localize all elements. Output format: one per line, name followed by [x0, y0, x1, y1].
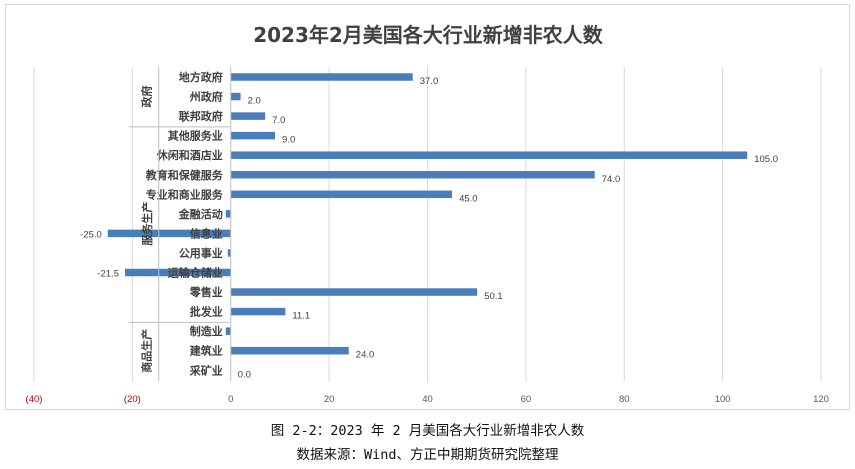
- x-tick-label: 80: [619, 394, 630, 405]
- bar: [230, 92, 241, 101]
- bar: [107, 229, 231, 238]
- data-label: 74.0: [602, 174, 621, 185]
- bar: [230, 171, 595, 179]
- x-tick-label: 120: [813, 394, 829, 405]
- category-label: 制造业: [190, 324, 223, 338]
- x-tick-label: 100: [715, 394, 731, 405]
- bar: [230, 73, 413, 81]
- x-tick-label: 20: [324, 394, 335, 405]
- category-label: 联邦政府: [179, 109, 223, 123]
- data-label: 9.0: [282, 135, 295, 146]
- category-label: 休闲和酒店业: [156, 148, 223, 162]
- category-label: 采矿业: [189, 363, 223, 377]
- bar: [225, 210, 231, 218]
- data-label: 7.0: [272, 115, 285, 126]
- data-label: -21.5: [97, 269, 119, 280]
- category-label: 其他服务业: [168, 129, 223, 143]
- category-label: 批发业: [190, 305, 223, 319]
- x-tick-label: 0: [228, 394, 233, 405]
- x-tick-label: (40): [26, 394, 43, 405]
- chart-frame: 2023年2月美国各大行业新增非农人数 地方政府 37.0 州政府 2.0 联邦政府 7.…: [5, 4, 850, 410]
- x-tick-label: 60: [521, 394, 532, 405]
- group-label: 服务生产: [140, 202, 154, 246]
- bar: [230, 151, 748, 159]
- category-label: 金融活动: [178, 207, 223, 221]
- data-label: 11.1: [292, 311, 310, 322]
- bar-chart: 2023年2月美国各大行业新增非农人数 地方政府 37.0 州政府 2.0 联邦政府 7.…: [26, 23, 829, 405]
- data-label: 2.0: [248, 96, 261, 107]
- bar: [230, 112, 266, 120]
- source-caption: 数据来源：Wind、方正中期期货研究院整理: [296, 447, 559, 463]
- category-label: 运输仓储业: [168, 266, 223, 280]
- data-label: -25.0: [80, 229, 102, 240]
- bar: [230, 288, 478, 296]
- bar: [225, 327, 231, 335]
- figure-caption: 图 2-2：2023 年 2 月美国各大行业新增非农人数: [270, 423, 585, 439]
- group-label: 政府: [140, 86, 154, 108]
- category-label: 地方政府: [179, 70, 223, 84]
- category-label: 公用事业: [179, 246, 223, 260]
- x-tick-label: (20): [124, 394, 141, 405]
- x-tick-label: 40: [422, 394, 433, 405]
- bar: [124, 268, 231, 277]
- category-label: 零售业: [189, 285, 223, 299]
- bar: [230, 131, 276, 140]
- category-label: 信息业: [190, 226, 223, 240]
- data-label: 37.0: [420, 76, 439, 87]
- chart-title: 2023年2月美国各大行业新增非农人数: [253, 23, 604, 47]
- data-label: 24.0: [356, 350, 375, 361]
- data-label: 105.0: [754, 154, 778, 165]
- data-label: 45.0: [459, 193, 478, 204]
- bar: [227, 249, 231, 257]
- data-label: 50.1: [484, 291, 503, 302]
- bar: [230, 346, 349, 355]
- group-label: 商品生产: [140, 329, 154, 373]
- category-label: 州政府: [189, 90, 223, 104]
- category-label: 教育和保健服务: [145, 168, 224, 182]
- bar: [230, 190, 453, 199]
- data-label: 0.0: [238, 369, 251, 380]
- bar: [230, 307, 286, 316]
- category-label: 专业和商业服务: [146, 187, 224, 201]
- category-label: 建筑业: [190, 344, 223, 358]
